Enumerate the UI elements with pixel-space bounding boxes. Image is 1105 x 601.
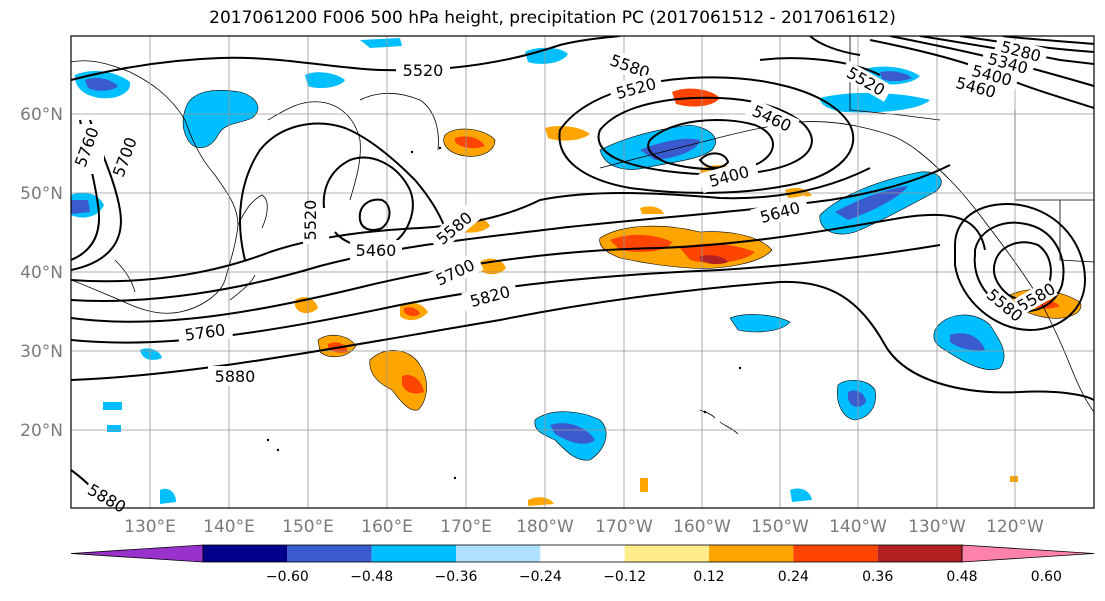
- colorbar-label: −0.12: [603, 569, 646, 585]
- lon-label: 120°W: [986, 517, 1044, 537]
- colorbar-label: 0.60: [1031, 569, 1062, 585]
- map-frame: [70, 35, 1095, 509]
- colorbar-frame: [202, 544, 963, 563]
- lon-label: 170°E: [440, 517, 492, 537]
- colorbar-segment: [961, 544, 1095, 563]
- lon-label: 140°W: [829, 517, 887, 537]
- colorbar-segment: [203, 545, 288, 562]
- lat-label: 20°N: [20, 421, 63, 441]
- lon-label: 170°W: [595, 517, 653, 537]
- colorbar-label: 0.36: [862, 569, 893, 585]
- colorbar-label: −0.36: [435, 569, 478, 585]
- colorbar-segment: [877, 545, 962, 562]
- lon-label: 140°E: [203, 517, 255, 537]
- colorbar-segment: [287, 545, 372, 562]
- lon-label: 180°W: [516, 517, 574, 537]
- colorbar-label: 0.24: [778, 569, 809, 585]
- precip-blob-nw: [74, 70, 259, 148]
- contour-label: 5880: [208, 366, 262, 386]
- colorbar: −0.60 −0.48 −0.36 −0.24 −0.12 0.12 0.24 0.36 0.4…: [70, 544, 1095, 585]
- colorbar-segment: [793, 545, 878, 562]
- svg-text:5460: 5460: [356, 241, 397, 260]
- colorbar-segment: [371, 545, 456, 562]
- lat-label: 40°N: [20, 263, 63, 283]
- lat-label: 30°N: [20, 342, 63, 362]
- colorbar-label: −0.24: [519, 569, 562, 585]
- lon-label: 150°W: [751, 517, 809, 537]
- contour-label: 5460: [350, 240, 402, 260]
- contour-label: 5760: [176, 318, 234, 346]
- svg-text:5520: 5520: [301, 200, 320, 241]
- colorbar-label: −0.48: [350, 569, 393, 585]
- lat-label: 50°N: [20, 184, 63, 204]
- colorbar-label: 0.12: [693, 569, 724, 585]
- colorbar-label: −0.60: [266, 569, 309, 585]
- islands: [266, 146, 742, 480]
- lat-label: 60°N: [20, 105, 63, 125]
- lon-label: 130°E: [124, 517, 176, 537]
- lon-label: 160°E: [361, 517, 413, 537]
- svg-text:5880: 5880: [215, 367, 256, 386]
- lon-label: 160°W: [673, 517, 731, 537]
- lon-label: 150°E: [282, 517, 334, 537]
- colorbar-segment: [709, 545, 794, 562]
- latitude-labels: 60°N 50°N 40°N 30°N 20°N: [20, 105, 63, 441]
- height-contours: [71, 36, 1094, 508]
- map-title: 2017061200 F006 500 hPa height, precipit…: [209, 8, 896, 28]
- longitude-labels: 130°E 140°E 150°E 160°E 170°E 180°W 170°…: [124, 517, 1044, 537]
- colorbar-label: 0.48: [946, 569, 977, 585]
- colorbar-segment: [456, 545, 541, 562]
- colorbar-segment: [540, 545, 625, 562]
- colorbar-segment: [624, 545, 709, 562]
- colorbar-segment: [70, 544, 204, 563]
- lon-label: 130°W: [908, 517, 966, 537]
- contour-label: 5520: [396, 60, 450, 80]
- svg-text:5520: 5520: [403, 61, 444, 80]
- contour-label: 5520: [301, 200, 329, 244]
